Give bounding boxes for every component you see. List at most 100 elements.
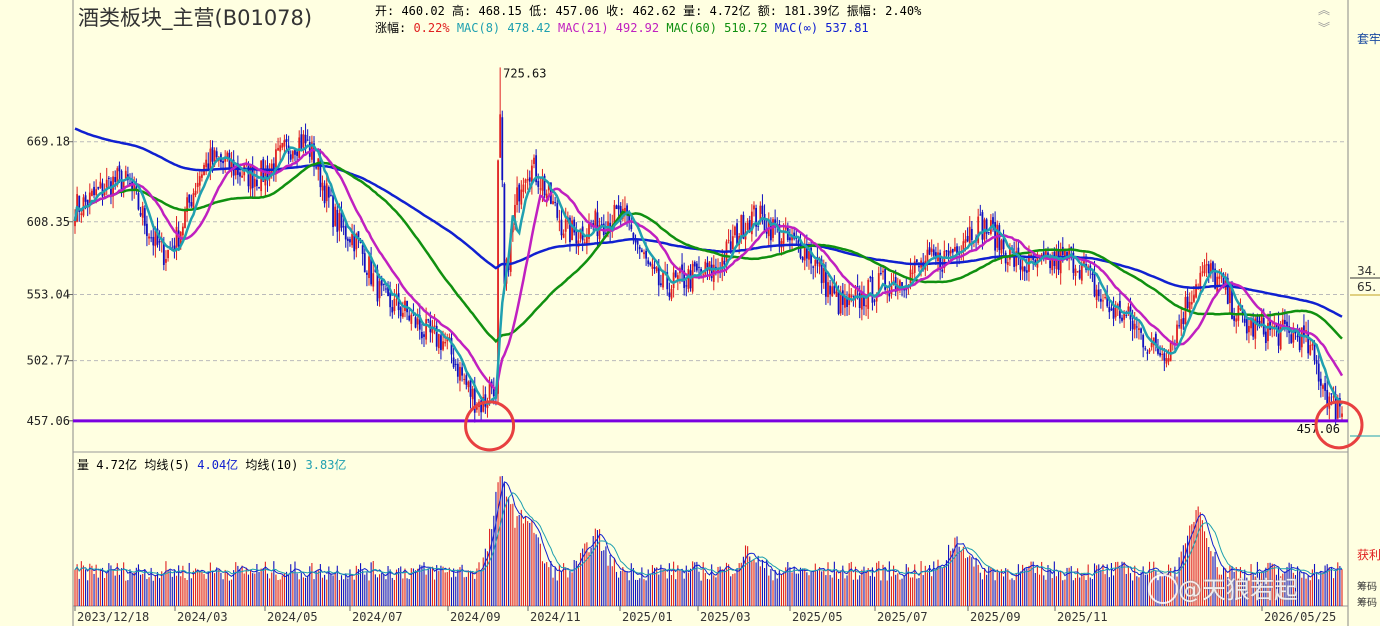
chip-note-1: 筹码	[1357, 582, 1377, 593]
candle-body	[852, 295, 855, 297]
candle-body	[408, 315, 411, 321]
candle-body	[750, 211, 753, 235]
candle-body	[315, 167, 318, 169]
ohlc-field: 高: 468.15	[452, 4, 530, 18]
candle-body	[882, 270, 884, 273]
candle-body	[1313, 342, 1316, 360]
candle-body	[323, 185, 326, 204]
candle-body	[613, 204, 616, 227]
candle-body	[514, 204, 516, 225]
candle-body	[879, 272, 882, 275]
candle-body	[805, 245, 808, 259]
candle-body	[736, 223, 738, 246]
candle-body	[721, 257, 724, 272]
candle-body	[393, 298, 396, 311]
candle-body	[522, 184, 525, 192]
trapped-chips-label: 套牢	[1357, 32, 1380, 46]
candle-body	[1074, 268, 1077, 276]
candle-body	[167, 249, 169, 259]
candle-body	[619, 205, 622, 220]
candle-body	[799, 244, 802, 258]
candle-body	[956, 246, 958, 256]
candle-body	[249, 166, 252, 190]
ma-field: MAC(8)	[456, 21, 508, 35]
candle-body	[378, 281, 381, 299]
candle-body	[1112, 307, 1115, 319]
candle-body	[657, 265, 660, 286]
candle-body	[949, 250, 952, 254]
y-tick-label: 457.06	[27, 414, 70, 428]
candle-body	[594, 210, 597, 228]
candle-body	[1222, 274, 1225, 288]
candle-body	[253, 178, 256, 187]
candle-body	[349, 239, 351, 243]
candle-body	[471, 388, 474, 400]
candle-body	[1180, 319, 1183, 329]
candle-body	[1099, 298, 1102, 302]
candle-body	[520, 189, 523, 205]
candle-body	[1080, 265, 1083, 281]
candle-body	[1220, 275, 1223, 277]
candle-body	[1241, 308, 1244, 316]
candle-body	[86, 199, 89, 207]
watermark: @天狼若起	[1178, 576, 1298, 604]
candle-body	[215, 151, 218, 158]
candle-body	[526, 178, 529, 181]
candle-body	[797, 240, 800, 244]
candle-body	[1116, 304, 1119, 307]
candle-body	[1216, 276, 1219, 293]
candle-body	[442, 341, 444, 350]
candle-body	[190, 202, 193, 207]
candle-body	[681, 264, 683, 273]
candle-body	[1000, 240, 1003, 254]
candle-body	[230, 161, 233, 170]
candle-body	[365, 272, 368, 275]
candle-body	[1095, 289, 1098, 301]
candle-body	[275, 149, 277, 174]
candle-body	[911, 272, 914, 274]
candle-body	[1004, 252, 1007, 264]
candle-body	[687, 269, 690, 289]
candle-body	[765, 229, 768, 234]
candle-body	[871, 277, 874, 303]
candle-body	[1269, 319, 1271, 330]
candle-body	[899, 280, 901, 290]
candle-body	[649, 262, 652, 266]
candle-body	[824, 269, 827, 297]
candle-body	[1322, 385, 1324, 389]
candle-body	[330, 194, 332, 196]
candle-body	[353, 234, 356, 252]
ohlc-field: 振幅: 2.40%	[846, 4, 922, 18]
candle-body	[1228, 287, 1231, 304]
candle-body	[909, 269, 912, 284]
candle-body	[283, 139, 286, 147]
candle-body	[844, 295, 846, 308]
candle-body	[782, 231, 785, 244]
candle-body	[1146, 352, 1149, 354]
candle-body	[294, 149, 296, 155]
y-tick-label: 608.35	[27, 215, 70, 229]
highlight-circle-right	[1314, 400, 1364, 450]
candle-body	[695, 263, 698, 271]
ohlc-field: 量: 4.72亿	[683, 4, 758, 18]
watermark-logo-icon	[1148, 574, 1178, 604]
candle-body	[833, 285, 836, 294]
candle-body	[1214, 268, 1216, 289]
candle-body	[1083, 261, 1085, 265]
candle-body	[456, 363, 459, 377]
x-tick-label: 2025/01	[622, 610, 673, 624]
candle-body	[727, 239, 730, 241]
chip-note-2: 筹码	[1357, 598, 1377, 609]
candle-body	[1248, 325, 1250, 333]
candle-body	[201, 174, 203, 178]
candle-body	[734, 226, 736, 236]
candle-body	[427, 319, 430, 321]
candle-body	[1275, 324, 1278, 327]
candle-body	[674, 270, 677, 277]
candle-body	[342, 226, 345, 228]
candle-body	[1135, 326, 1138, 328]
candle-body	[1190, 302, 1193, 305]
candle-body	[213, 150, 216, 166]
candle-body	[1336, 398, 1339, 419]
